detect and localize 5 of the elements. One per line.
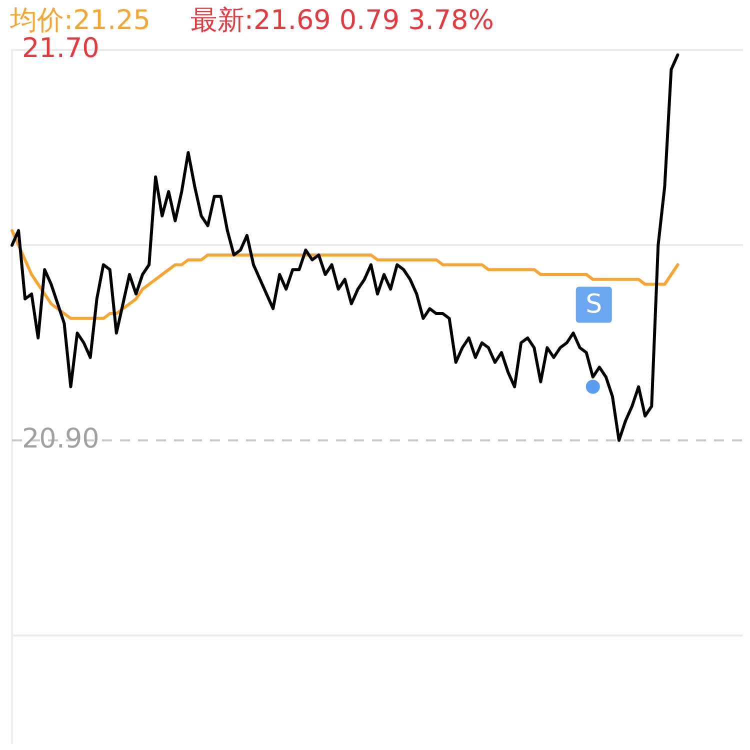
chart-title: 均价:21.25 <box>10 5 150 36</box>
y-tick-label: 20.90 <box>22 423 100 454</box>
chart-subtitle: 最新:21.69 0.79 3.78% <box>190 5 494 36</box>
annotation: S <box>586 289 602 320</box>
y-tick-label: 21.70 <box>22 33 100 64</box>
